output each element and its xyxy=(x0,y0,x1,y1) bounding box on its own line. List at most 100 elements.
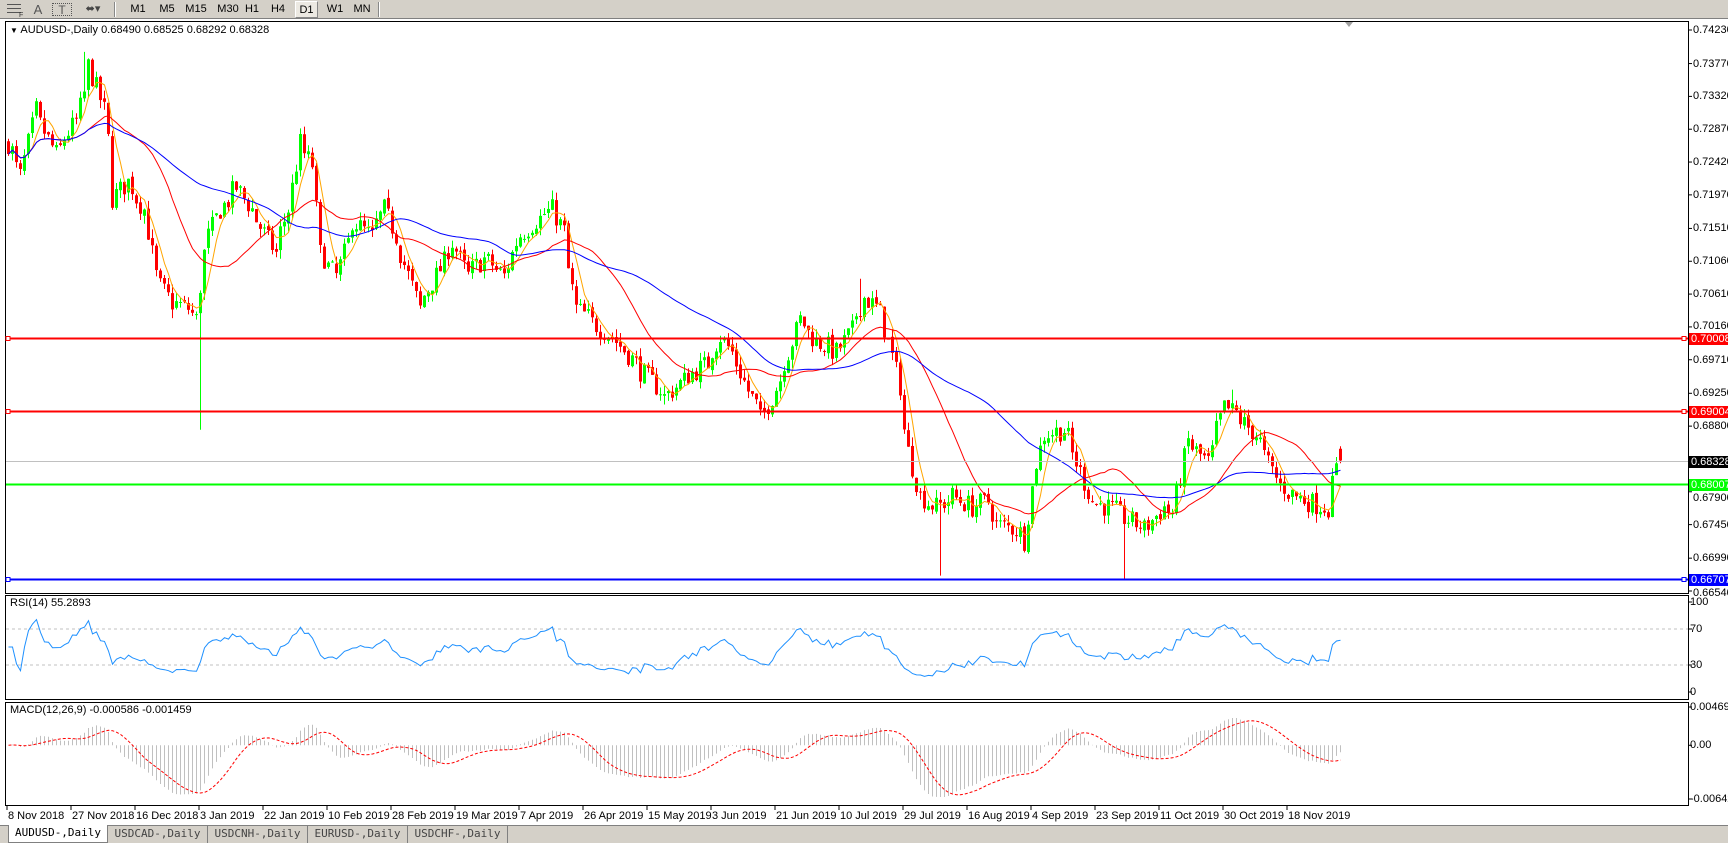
candle-body xyxy=(175,301,178,308)
tab-eurusd[interactable]: EURUSD-,Daily xyxy=(308,826,408,843)
candle-body xyxy=(1207,453,1210,456)
candle-body xyxy=(259,224,262,229)
toolbar: F A T ⬌▾ M1 M5 M15 M30 H1 H4 D1 W1 MN xyxy=(0,0,1728,19)
candle-body xyxy=(283,221,286,227)
tab-usdcad[interactable]: USDCAD-,Daily xyxy=(108,826,208,843)
macd-panel[interactable] xyxy=(5,702,1689,806)
candle-body xyxy=(1135,512,1138,528)
candle-body xyxy=(79,97,82,119)
candle-body xyxy=(195,314,198,316)
main-chart-panel[interactable] xyxy=(5,21,1689,594)
candle-body xyxy=(1295,491,1298,497)
timeframe-h1-button[interactable]: H1 xyxy=(244,3,260,15)
candle-body xyxy=(151,238,154,246)
candle-body xyxy=(39,101,42,118)
candle-body xyxy=(703,357,706,361)
rsi-title: RSI(14) 55.2893 xyxy=(10,597,91,609)
candle-body xyxy=(763,407,766,411)
time-axis-label: 15 May 2019 xyxy=(648,810,712,822)
candle-body xyxy=(999,520,1002,522)
tab-audusd[interactable]: AUDUSD-,Daily xyxy=(8,825,108,843)
text-label-icon[interactable]: T xyxy=(52,3,72,16)
candle-body xyxy=(1063,432,1066,441)
candle-body xyxy=(467,261,470,272)
candle-body xyxy=(1243,417,1246,426)
timeframe-d1-button[interactable]: D1 xyxy=(295,1,318,18)
timeframe-h4-button[interactable]: H4 xyxy=(270,3,286,15)
candle-body xyxy=(695,371,698,381)
candle-body xyxy=(795,322,798,347)
candle-body xyxy=(427,292,430,297)
text-icon[interactable]: A xyxy=(33,2,43,17)
candle-body xyxy=(435,267,438,293)
price-axis-label: 0.66540 xyxy=(1693,587,1728,599)
candle-body xyxy=(979,493,982,508)
candle-body xyxy=(279,226,282,251)
level-handle xyxy=(1681,336,1687,341)
time-axis-label: 19 Mar 2019 xyxy=(456,810,518,822)
candle-body xyxy=(1227,400,1230,409)
candle-body xyxy=(539,215,542,229)
level-price-tag: 0.69004 xyxy=(1689,406,1728,418)
candle-body xyxy=(615,337,618,343)
candle-body xyxy=(511,251,514,271)
candle-body xyxy=(1223,400,1226,413)
candle-body xyxy=(803,316,806,327)
candle-body xyxy=(647,364,650,368)
candle-body xyxy=(875,297,878,304)
candle-body xyxy=(531,232,534,236)
candle-body xyxy=(843,335,846,348)
candle-body xyxy=(199,292,202,314)
candle-body xyxy=(123,181,126,195)
candle-body xyxy=(103,98,106,102)
candle-body xyxy=(383,199,386,214)
tab-usdchf[interactable]: USDCHF-,Daily xyxy=(408,826,508,843)
level-handle xyxy=(5,409,11,414)
time-axis-label: 29 Jul 2019 xyxy=(904,810,961,822)
fibonacci-grid-icon[interactable]: F xyxy=(4,1,26,19)
timeframe-m5-button[interactable]: M5 xyxy=(159,3,175,15)
collapse-triangle-icon[interactable]: ▼ xyxy=(10,26,18,35)
chart-shift-icon xyxy=(1345,22,1353,27)
candle-body xyxy=(507,268,510,273)
candle-body xyxy=(1015,535,1018,537)
candle-body xyxy=(527,236,530,239)
candle-body xyxy=(19,163,22,169)
candle-body xyxy=(1335,463,1338,476)
candle-body xyxy=(403,261,406,266)
candle-body xyxy=(631,355,634,367)
time-axis-label: 8 Nov 2018 xyxy=(8,810,65,822)
candle-body xyxy=(1311,493,1314,513)
candle-body xyxy=(599,331,602,339)
candle-body xyxy=(1167,504,1170,513)
candle-body xyxy=(319,202,322,245)
time-axis-label: 23 Sep 2019 xyxy=(1096,810,1159,822)
candle-body xyxy=(1119,501,1122,506)
timeframe-mn-button[interactable]: MN xyxy=(353,3,371,15)
level-price-tag: 0.66707 xyxy=(1689,574,1728,586)
candle-body xyxy=(1231,403,1234,409)
candle-body xyxy=(227,202,230,208)
timeframe-m30-button[interactable]: M30 xyxy=(217,3,239,15)
time-axis-label: 3 Jan 2019 xyxy=(200,810,255,822)
candle-body xyxy=(159,270,162,279)
candle-body xyxy=(787,360,790,373)
time-axis-label: 3 Jun 2019 xyxy=(712,810,767,822)
arrows-dropdown-icon[interactable]: ⬌▾ xyxy=(85,3,101,15)
timeframe-m15-button[interactable]: M15 xyxy=(185,3,207,15)
candle-body xyxy=(243,187,246,199)
candle-body xyxy=(971,495,974,517)
candle-body xyxy=(331,261,334,263)
candle-body xyxy=(503,268,506,274)
macd-signal-line xyxy=(8,720,1341,796)
rsi-line xyxy=(8,618,1341,677)
timeframe-w1-button[interactable]: W1 xyxy=(326,3,344,15)
timeframe-m1-button[interactable]: M1 xyxy=(130,3,146,15)
candle-body xyxy=(139,202,142,214)
rsi-panel[interactable] xyxy=(5,595,1689,700)
tab-usdcnh[interactable]: USDCNH-,Daily xyxy=(208,826,308,843)
macd-axis-label: -0.00642 xyxy=(1690,793,1728,805)
candle-body xyxy=(1191,439,1194,450)
